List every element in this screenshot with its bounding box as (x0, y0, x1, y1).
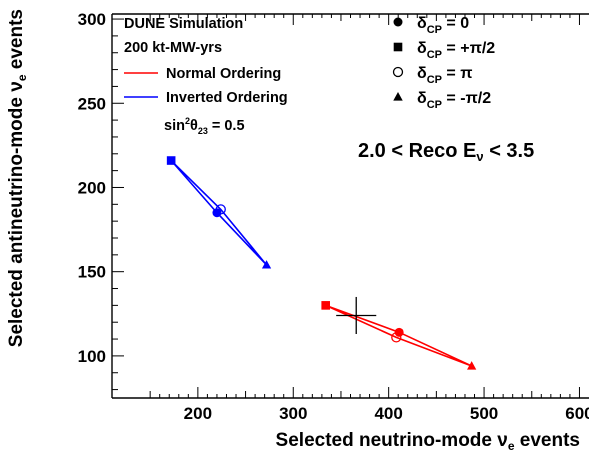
y-tick-label: 200 (78, 178, 106, 197)
header-line: DUNE Simulation (124, 16, 243, 32)
x-tick-label: 300 (279, 404, 307, 423)
series-curve-0 (325, 304, 472, 367)
x-tick-label: 200 (184, 404, 212, 423)
legend-marker-label: δCP = +π/2 (417, 40, 495, 61)
legend-label: Inverted Ordering (166, 90, 288, 106)
legend-marker-label: δCP = 0 (417, 15, 469, 36)
series-layer (166, 156, 477, 370)
y-axis-title: Selected antineutrino-mode νe events (6, 9, 29, 347)
legend-marker-open-circle (392, 66, 404, 78)
legend-marker-triangle (393, 92, 403, 101)
point-open-circle (391, 332, 402, 343)
text-layer: Selected neutrino-mode νe events Selected… (6, 9, 580, 453)
point-triangle (261, 260, 272, 269)
y-tick-label: 100 (78, 347, 106, 366)
legend-marker-square (393, 42, 403, 52)
legend-marker-label: δCP = -π/2 (417, 90, 491, 111)
x-tick-label: 400 (374, 404, 402, 423)
x-tick-label: 600 (565, 404, 589, 423)
energy-range-label: 2.0 < Reco Eν < 3.5 (358, 140, 534, 164)
point-square (166, 156, 176, 165)
series-curve-1 (170, 159, 268, 266)
point-triangle (467, 361, 477, 370)
x-tick-label: 500 (470, 404, 498, 423)
point-filled-circle (394, 327, 404, 337)
header-line: 200 kt-MW-yrs (124, 40, 222, 56)
legend-label: Normal Ordering (166, 66, 281, 82)
point-open-circle (215, 204, 226, 215)
legend-marker-filled-circle (393, 17, 403, 27)
x-axis-title: Selected neutrino-mode νe events (276, 430, 580, 453)
legend-marker-label: δCP = π (417, 65, 472, 86)
y-tick-label: 250 (78, 94, 106, 113)
legend-layer: Normal Ordering Inverted Ordering δCP = 0 δ… (124, 15, 495, 111)
y-tick-label: 150 (78, 263, 106, 282)
theta-label: sin2θ23 = 0.5 (164, 116, 245, 136)
point-square (321, 301, 330, 310)
axes-layer: 200 300 400 500 600 100 150 200 250 300 (78, 10, 589, 423)
y-tick-label: 300 (78, 10, 106, 29)
